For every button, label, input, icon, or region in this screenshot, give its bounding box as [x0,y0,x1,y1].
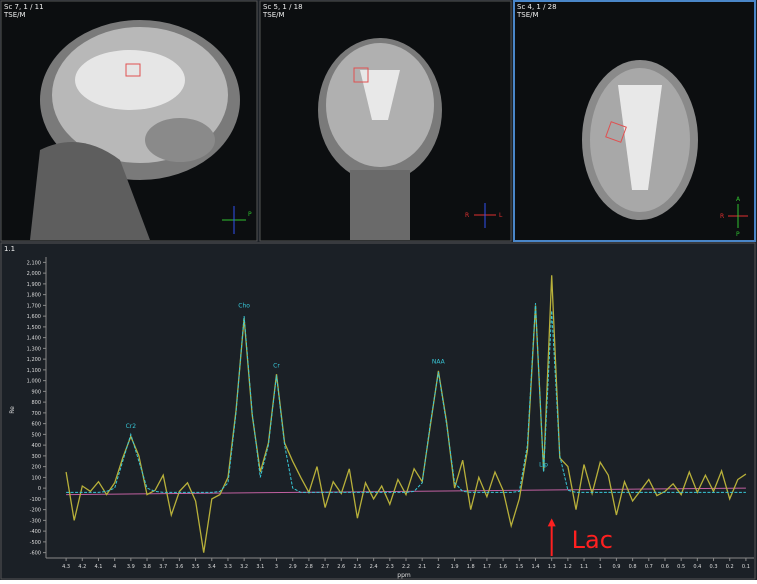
x-tick-label: 3.1 [256,564,264,570]
screenshot: Sc 7, 1 / 11 TSE/M P Sc 5, 1 / 18 TSE/M … [0,0,757,580]
y-tick-label: 100 [31,475,41,481]
y-tick-label: 1,000 [27,379,41,385]
y-tick-label: 1,900 [27,282,41,288]
y-tick-label: -300 [30,518,41,524]
x-tick-label: 4.1 [94,564,102,570]
y-tick-label: 300 [31,454,41,460]
x-tick-label: 2.6 [337,564,345,570]
orientation-label: P [248,211,252,218]
y-tick-label: 600 [31,422,41,428]
y-tick-label: 1,400 [27,336,41,342]
y-axis-label: Re [9,406,16,414]
x-tick-label: 1.9 [451,564,459,570]
x-tick-label: 2.1 [418,564,426,570]
panel-subtitle: TSE/M [516,11,539,19]
x-tick-label: 1.7 [483,564,491,570]
y-tick-label: -400 [30,529,41,535]
x-tick-label: 4.3 [62,564,70,570]
x-tick-label: 3.4 [208,564,216,570]
spectrum-panel [1,243,755,579]
y-tick-label: 200 [31,465,41,471]
x-tick-label: 3.8 [143,564,151,570]
image-panel: Sc 7, 1 / 11 TSE/M P [1,1,257,241]
x-tick-label: 1.8 [467,564,475,570]
neck [350,170,410,240]
y-tick-label: 900 [31,389,41,395]
x-tick-label: 0.4 [693,564,701,570]
orientation-label: P [736,231,740,238]
y-tick-label: 1,600 [27,314,41,320]
x-tick-label: 2 [437,564,440,570]
x-tick-label: 4 [113,564,116,570]
y-tick-label: 2,100 [27,260,41,266]
panel-subtitle: TSE/M [262,11,285,19]
x-tick-label: 2.2 [402,564,410,570]
y-tick-label: -100 [30,497,41,503]
x-tick-label: 3.5 [192,564,200,570]
image-panel: Sc 5, 1 / 18 TSE/M R L [260,1,511,241]
panel-title: Sc 4, 1 / 28 [517,3,557,11]
y-tick-label: 800 [31,400,41,406]
peak-label: Cho [238,303,250,310]
panel-title: Sc 5, 1 / 18 [263,3,303,11]
x-tick-label: 2.9 [289,564,297,570]
x-tick-label: 1.6 [499,564,507,570]
x-tick-label: 3.6 [175,564,183,570]
cerebellum [145,118,215,162]
x-axis-label: ppm [397,572,411,579]
marker-label: Lac [572,526,613,554]
x-tick-label: 0.8 [629,564,637,570]
panel-subtitle: TSE/M [3,11,26,19]
image-panel: Sc 4, 1 / 28 TSE/M A R P [514,1,755,241]
y-tick-label: 0 [38,486,41,492]
peak-label: Lip [539,462,548,469]
y-tick-label: 1,800 [27,293,41,299]
y-tick-label: 1,700 [27,303,41,309]
y-tick-label: 1,200 [27,357,41,363]
y-tick-label: 1,300 [27,346,41,352]
x-tick-label: 2.5 [353,564,361,570]
x-tick-label: 3.2 [240,564,248,570]
x-tick-label: 0.5 [677,564,685,570]
orientation-label: R [465,212,469,219]
x-tick-label: 1.3 [548,564,556,570]
x-tick-label: 1.1 [580,564,588,570]
x-tick-label: 0.7 [645,564,653,570]
x-tick-label: 1.4 [532,564,540,570]
x-tick-label: 4.2 [78,564,86,570]
x-tick-label: 1.5 [515,564,523,570]
y-tick-label: 400 [31,443,41,449]
panel-title: Sc 7, 1 / 11 [4,3,44,11]
x-tick-label: 2.4 [370,564,378,570]
peak-label: Cr [273,363,280,370]
x-tick-label: 3.9 [127,564,135,570]
y-tick-label: 500 [31,432,41,438]
y-tick-label: 1,500 [27,325,41,331]
y-tick-label: 700 [31,411,41,417]
y-tick-label: 1,100 [27,368,41,374]
peak-label: Cr2 [126,423,137,430]
x-tick-label: 2.3 [386,564,394,570]
y-tick-label: -200 [30,508,41,514]
ventricle [75,50,185,110]
x-tick-label: 0.2 [726,564,734,570]
x-tick-label: 2.7 [321,564,329,570]
spectrum-title: 1.1 [4,245,15,253]
x-tick-label: 2.8 [305,564,313,570]
x-tick-label: 1.2 [564,564,572,570]
x-tick-label: 3.7 [159,564,167,570]
x-tick-label: 0.1 [742,564,750,570]
y-tick-label: -600 [30,551,41,557]
orientation-label: R [720,213,724,220]
x-tick-label: 0.3 [710,564,718,570]
y-tick-label: 2,000 [27,271,41,277]
x-tick-label: 1 [599,564,602,570]
x-tick-label: 3.3 [224,564,232,570]
peak-label: NAA [432,358,446,365]
x-tick-label: 0.9 [612,564,620,570]
x-tick-label: 0.6 [661,564,669,570]
x-tick-label: 3 [275,564,278,570]
y-tick-label: -500 [30,540,41,546]
